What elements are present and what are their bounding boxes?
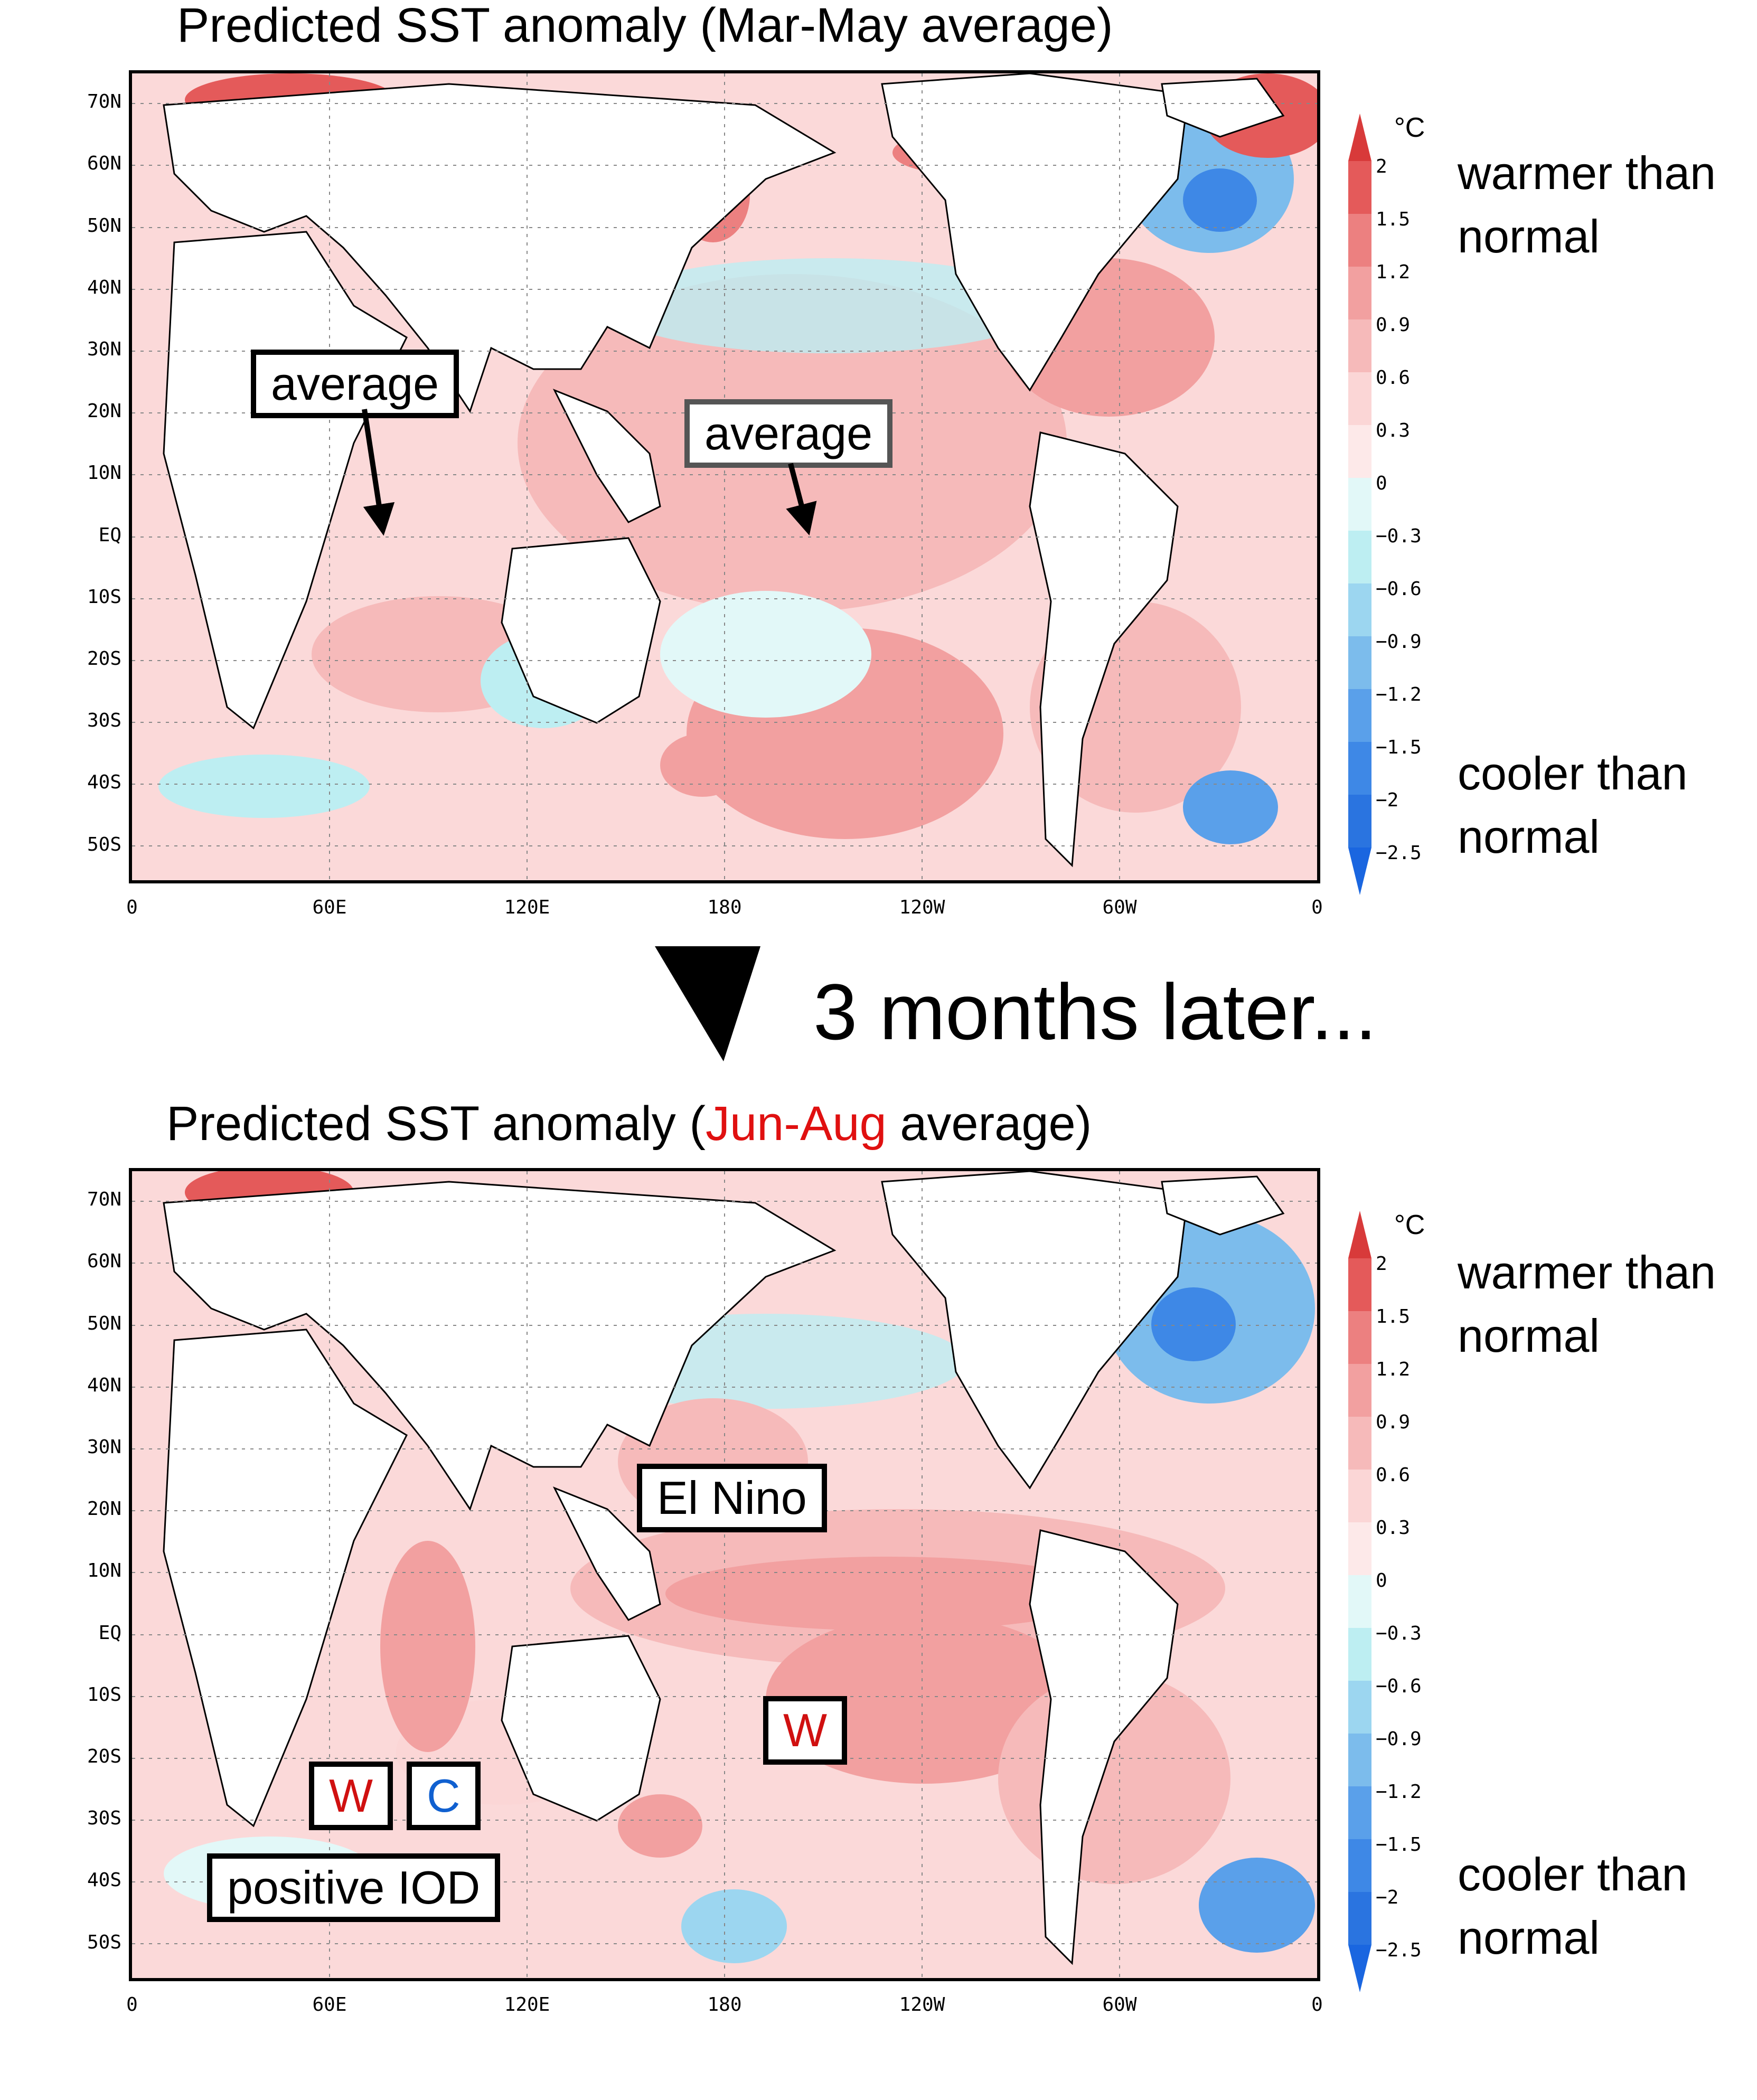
map1-annotation-pacific-average: average [684,399,893,468]
map2-lat-label: 30N [87,1436,121,1458]
map2-lon-label: 180 [707,1994,742,2016]
map2-annotation-positive-iod: positive IOD [207,1853,501,1922]
map2-annotation-c-indian: C [407,1762,481,1830]
map1-colorbar-tick: 1.5 [1376,209,1411,230]
map1-warm-label: warmer than normal [1458,147,1716,262]
map2-lat-label: 40N [87,1374,121,1396]
colorbar-bottom-cap [1348,1945,1371,1992]
map1-colorbar-tick: 1.2 [1376,261,1411,283]
map2-lat-label: 70N [87,1189,121,1210]
map1-lat-label: 40N [87,277,121,298]
map1-colorbar-tick: −1.2 [1376,684,1422,705]
map2-colorbar-tick: 1.2 [1376,1359,1411,1380]
map1-lon-label: 180 [707,897,742,918]
map2-lat-label: 60N [87,1250,121,1272]
map1-graticule [132,73,1317,880]
map2-colorbar-unit: °C [1394,1210,1425,1240]
map1-panel [129,70,1320,883]
map1-lat-label: 40S [87,771,121,793]
map2-annotation-w-pacific: W [763,1696,848,1765]
map2-lat-label: EQ [98,1622,121,1644]
map2-lon-label: 60E [312,1994,347,2016]
colorbar-bottom-cap [1348,847,1371,895]
map1-lat-label: 10N [87,462,121,484]
map1-lon-label: 60W [1102,897,1137,918]
map1-colorbar-tick: 0.9 [1376,314,1411,336]
map1-lat-label: 50N [87,215,121,237]
map2-lat-label: 20S [87,1746,121,1767]
map2-lon-label: 120W [899,1994,945,2016]
map2-colorbar-tick: 0 [1376,1570,1387,1592]
map2-lat-label: 20N [87,1498,121,1520]
map2-lon-label: 0 [126,1994,138,2016]
map2-annotation-elnino: El Nino [637,1464,827,1532]
map1-colorbar-tick: 0.6 [1376,367,1411,389]
colorbar-top-cap [1348,1211,1371,1258]
map2-sst-field [132,1171,1317,1978]
map1-lat-label: 50S [87,834,121,855]
map2-lat-label: 50N [87,1313,121,1334]
map1-title: Predicted SST anomaly (Mar-May average) [177,0,1113,52]
map2-lat-label: 10S [87,1684,121,1706]
map2-title: Predicted SST anomaly (Jun-Aug average) [166,1097,1092,1151]
map2-colorbar-tick: 2 [1376,1253,1387,1275]
down-triangle-icon [655,946,760,1061]
map1-lat-label: 10S [87,586,121,608]
map1-lat-label: 20N [87,400,121,422]
map2-colorbar-tick: −0.3 [1376,1623,1422,1644]
map1-anomaly-shading [158,73,1317,844]
map2-lon-label: 120E [504,1994,550,2016]
map1-colorbar-tick: −1.5 [1376,737,1422,758]
map1-lat-label: EQ [98,524,121,546]
map2-colorbar-tick: −2 [1376,1887,1399,1908]
map1-cool-label: cooler than normal [1458,747,1688,863]
map2-colorbar-tick: −1.2 [1376,1781,1422,1803]
map1-lat-label: 20S [87,648,121,670]
map2-colorbar-tick: 1.5 [1376,1306,1411,1327]
map1-colorbar-tick: −0.6 [1376,578,1422,600]
map1-colorbar-tick: −2 [1376,789,1399,811]
map2-lon-label: 60W [1102,1994,1137,2016]
map1-colorbar-tick: 0 [1376,473,1387,494]
map1-colorbar-tick: 2 [1376,156,1387,177]
map2-colorbar-tick: −2.5 [1376,1939,1422,1961]
map2-annotation-w-indian: W [309,1762,393,1830]
map1-sst-field [132,73,1317,880]
map2-colorbar-tick: 0.3 [1376,1517,1411,1539]
map1-lon-label: 0 [126,897,138,918]
map1-colorbar-tick: −0.3 [1376,525,1422,547]
map2-title-season: Jun-Aug [705,1097,887,1151]
map1-lon-label: 120W [899,897,945,918]
map1-lat-label: 60N [87,153,121,174]
map2-colorbar-tick: −0.6 [1376,1675,1422,1697]
map2-cool-label: cooler than normal [1458,1848,1688,1964]
map1-lon-label: 120E [504,897,550,918]
map1-colorbar-unit: °C [1394,112,1425,143]
map2-lat-label: 40S [87,1869,121,1891]
colorbar-top-cap [1348,114,1371,161]
map2-warm-label: warmer than normal [1458,1246,1716,1362]
map1-annotation-indian-average: average [251,350,459,418]
map2-colorbar-tick: 0.6 [1376,1464,1411,1486]
separator-text: 3 months later... [813,967,1377,1056]
map1-lat-label: 30S [87,710,121,731]
map1-lat-label: 30N [87,338,121,360]
map1-lon-label: 60E [312,897,347,918]
map2-colorbar-tick: −0.9 [1376,1728,1422,1750]
map2-colorbar-tick: 0.9 [1376,1411,1411,1433]
map1-colorbar-tick: −0.9 [1376,631,1422,653]
map2-colorbar [1348,1211,1371,1992]
map1-colorbar-tick: 0.3 [1376,420,1411,441]
map2-lat-label: 30S [87,1807,121,1829]
map1-lat-label: 70N [87,91,121,112]
map2-lon-label: 0 [1311,1994,1323,2016]
map1-colorbar [1348,114,1371,895]
map2-lat-label: 50S [87,1932,121,1953]
map1-lon-label: 0 [1311,897,1323,918]
map2-panel [129,1168,1320,1981]
map2-lat-label: 10N [87,1560,121,1581]
map2-colorbar-tick: −1.5 [1376,1834,1422,1856]
map1-colorbar-tick: −2.5 [1376,842,1422,864]
